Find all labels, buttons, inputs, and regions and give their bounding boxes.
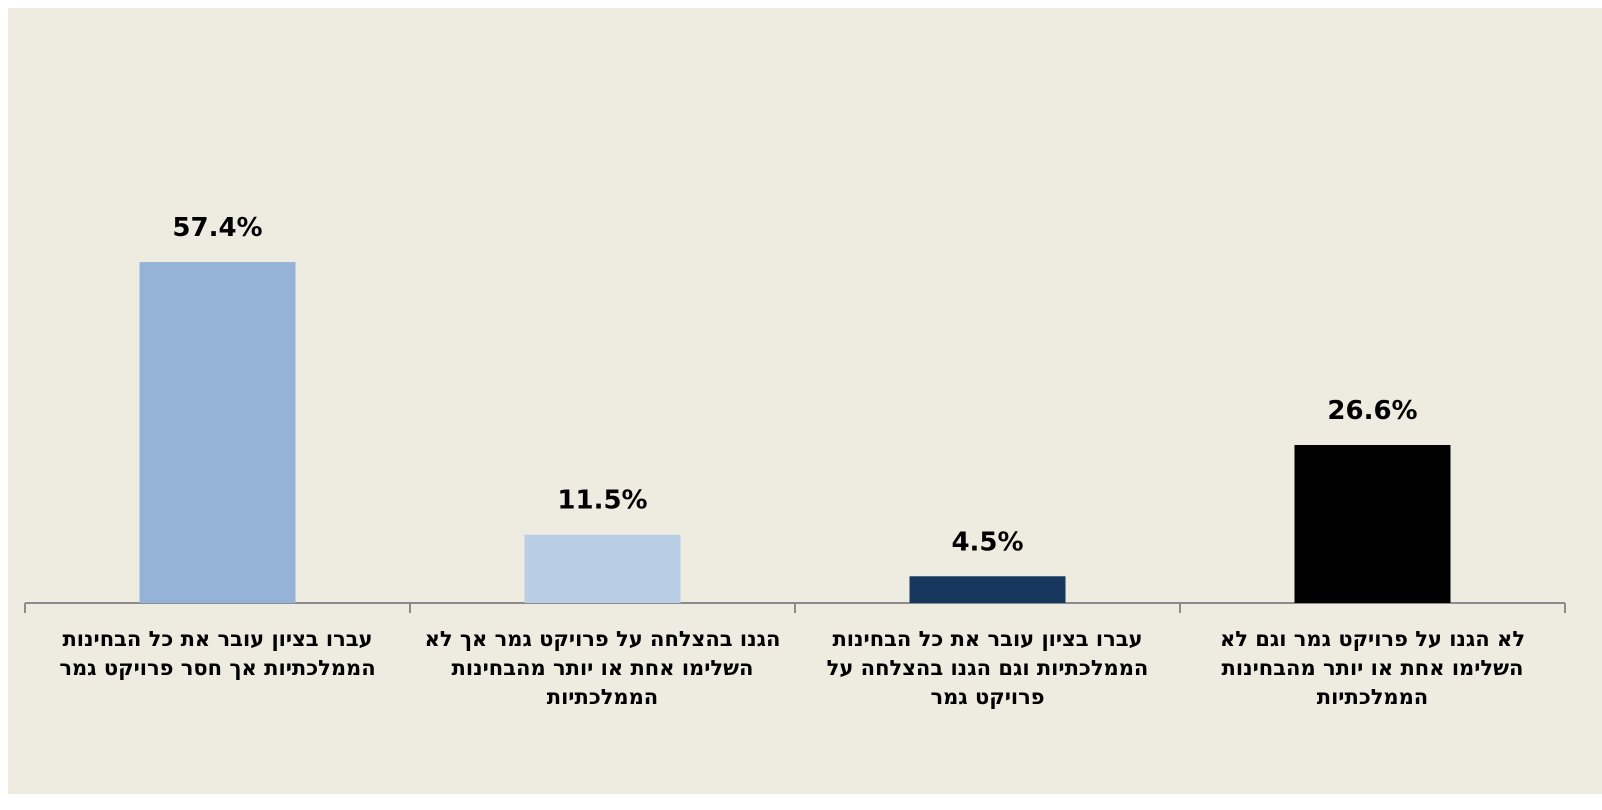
data-label: 4.5% bbox=[951, 527, 1023, 557]
x-tick-label: לא הגנו על פרויקט גמר וגם לא השלימו אחת … bbox=[1219, 627, 1526, 709]
x-tick-label: עברו בציון עובר את כל הבחינות הממלכתיות … bbox=[826, 627, 1149, 709]
data-label: 26.6% bbox=[1327, 396, 1417, 426]
bar bbox=[524, 534, 681, 603]
x-tick-label: הגנו בהצלחה על פרויקט גמר אך לא השלימו א… bbox=[424, 627, 781, 709]
bar bbox=[909, 576, 1066, 603]
bar bbox=[139, 262, 296, 603]
data-label: 57.4% bbox=[172, 213, 262, 243]
data-label: 11.5% bbox=[557, 486, 647, 516]
bar bbox=[1294, 444, 1451, 603]
x-tick-label: עברו בציון עובר את כל הבחינות הממלכתיות … bbox=[59, 627, 376, 680]
